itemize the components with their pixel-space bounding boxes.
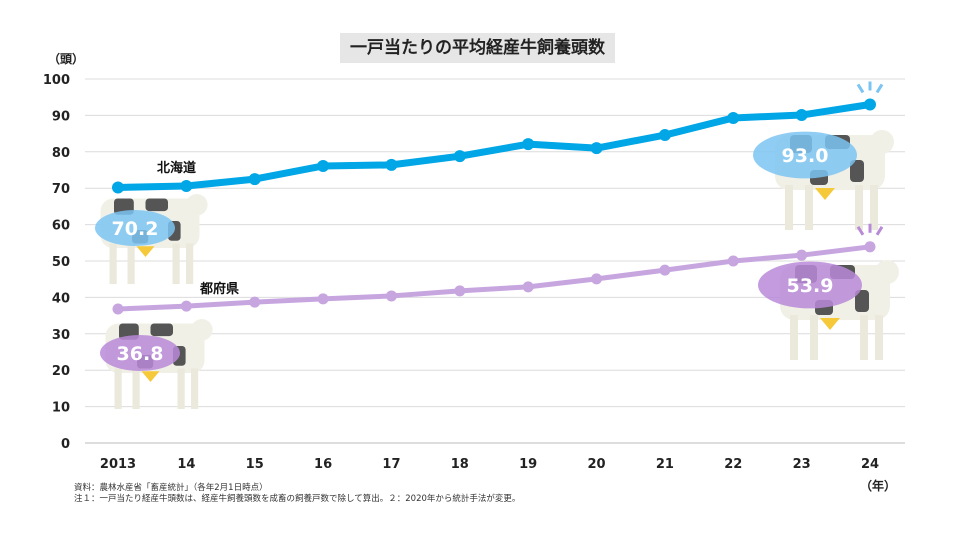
x-tick-label: 19 (519, 457, 537, 472)
sparkle-icon (856, 223, 884, 236)
x-tick-label: 22 (724, 457, 742, 472)
cow-leg (805, 185, 813, 230)
data-point (590, 142, 603, 155)
x-tick-label: 21 (656, 457, 674, 472)
y-tick-label: 70 (52, 182, 70, 197)
series-line (117, 101, 871, 191)
value-badge (100, 335, 180, 371)
value-badge (95, 210, 175, 246)
data-point (385, 290, 397, 302)
data-point (796, 249, 808, 261)
source-note: 資料：農林水産省「畜産統計」（各年2月1日時点） (74, 483, 268, 493)
value-badge-label: 70.2 (112, 218, 159, 240)
y-tick-label: 100 (43, 73, 70, 88)
data-point (249, 296, 261, 308)
series-label: 北海道 (157, 160, 196, 176)
cow-leg (109, 243, 117, 284)
sparkle-icon (856, 81, 884, 94)
cow-leg (870, 185, 878, 230)
cow-leg (186, 243, 194, 284)
data-point (658, 129, 671, 142)
y-tick-label: 40 (52, 291, 70, 306)
cow-spot (145, 198, 168, 212)
series-line (117, 244, 871, 312)
value-badge-label: 53.9 (787, 275, 834, 297)
data-point (591, 273, 603, 285)
data-point (180, 300, 192, 312)
data-point (112, 181, 124, 194)
x-tick-label: 18 (451, 457, 469, 472)
x-tick-label: 16 (314, 457, 332, 472)
cow-leg (191, 368, 199, 409)
y-tick-label: 30 (52, 328, 70, 343)
cow-udder (820, 318, 840, 330)
data-point (180, 180, 193, 193)
value-badge (753, 131, 857, 179)
cow-leg (172, 243, 180, 284)
data-point (317, 159, 330, 172)
data-point (795, 109, 808, 122)
data-point (248, 173, 261, 186)
value-badge-label: 36.8 (117, 343, 164, 365)
series-label: 都府県 (199, 281, 239, 297)
cow-leg (790, 315, 798, 360)
footnote: 注１：一戸当たり経産牛頭数は、経産牛飼養頭数を成畜の飼養戸数で除して算出。２：2… (74, 494, 521, 504)
x-axis-unit: （年） (860, 479, 897, 493)
y-tick-label: 20 (52, 364, 70, 379)
y-axis-unit: （頭） (48, 52, 85, 66)
y-tick-label: 80 (52, 146, 70, 161)
cow-leg (785, 185, 793, 230)
cow-leg (860, 315, 868, 360)
cow-leg (810, 315, 818, 360)
x-tick-label: 15 (246, 457, 264, 472)
data-point (112, 303, 124, 315)
data-point (522, 281, 534, 293)
cow-head (875, 260, 899, 284)
data-point (453, 150, 466, 163)
cow-head (191, 319, 213, 341)
data-point (864, 98, 876, 111)
x-tick-label: 20 (587, 457, 605, 472)
value-badge (758, 261, 862, 309)
cow-leg (875, 315, 883, 360)
cow-leg (132, 368, 140, 409)
y-tick-label: 0 (61, 437, 70, 452)
data-point (864, 241, 876, 253)
cow-udder (815, 188, 835, 200)
chart-title: 一戸当たりの平均経産牛飼養頭数 (340, 33, 615, 63)
data-point (522, 138, 535, 151)
data-point (454, 285, 466, 297)
x-tick-label: 17 (382, 457, 400, 472)
cow-leg (177, 368, 185, 409)
data-point (727, 111, 740, 124)
data-point (727, 255, 739, 267)
y-tick-label: 10 (52, 401, 70, 416)
x-tick-label: 24 (861, 457, 879, 472)
cow-udder (136, 246, 155, 257)
cow-leg (855, 185, 863, 230)
y-tick-label: 90 (52, 109, 70, 124)
value-badge-label: 93.0 (782, 145, 829, 167)
cow-leg (127, 243, 135, 284)
cow-spot (150, 323, 173, 337)
y-tick-label: 50 (52, 255, 70, 270)
x-tick-label: 14 (177, 457, 195, 472)
cow-head (186, 194, 208, 216)
y-tick-label: 60 (52, 219, 70, 234)
data-point (659, 264, 671, 276)
data-point (385, 158, 398, 171)
cow-spot (855, 290, 869, 312)
x-tick-label: 23 (793, 457, 811, 472)
cow-head (870, 130, 894, 154)
cow-udder (141, 371, 160, 382)
x-tick-label: 2013 (100, 457, 136, 472)
cow-leg (114, 368, 122, 409)
cow-spot (850, 160, 864, 182)
data-point (317, 293, 329, 305)
